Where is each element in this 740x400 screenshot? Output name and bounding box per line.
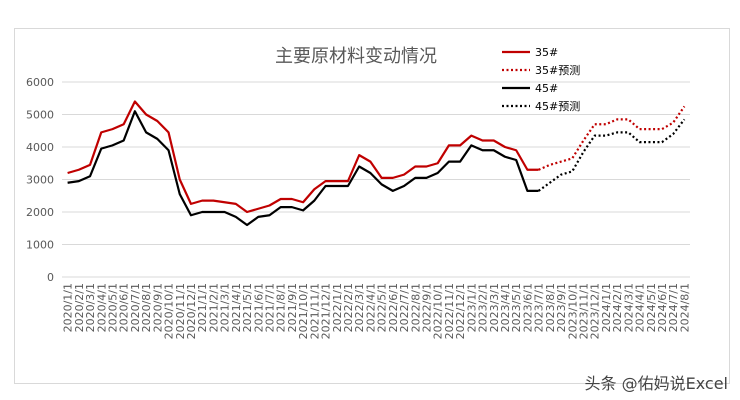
- series-lines: [67, 100, 686, 227]
- x-tick-label: 2020/1/1: [62, 283, 75, 332]
- x-tick-label: 2024/1/1: [600, 283, 613, 332]
- x-tick-label: 2023/9/1: [555, 283, 568, 332]
- x-tick-label: 2020/12/1: [185, 283, 198, 339]
- x-tick-label: 2024/6/1: [656, 283, 669, 332]
- legend-label: 45#: [535, 82, 558, 95]
- chart-frame: [14, 28, 730, 384]
- x-tick-label: 2023/8/1: [544, 283, 557, 332]
- x-tick-label: 2023/11/1: [577, 283, 590, 339]
- x-axis: 2020/1/12020/2/12020/3/12020/4/12020/5/1…: [62, 283, 692, 339]
- x-tick-label: 2023/12/1: [589, 283, 602, 339]
- x-tick-label: 2020/5/1: [106, 283, 119, 332]
- x-tick-label: 2021/4/1: [230, 283, 243, 332]
- x-tick-label: 2023/7/1: [533, 283, 546, 332]
- x-tick-label: 2021/8/1: [275, 283, 288, 332]
- x-tick-label: 2022/12/1: [454, 283, 467, 339]
- x-tick-label: 2023/4/1: [499, 283, 512, 332]
- y-axis: 0 1000 2000 3000 4000 5000 6000: [26, 76, 54, 284]
- series-line-3: [537, 118, 686, 192]
- x-tick-label: 2023/5/1: [510, 283, 523, 332]
- x-tick-label: 2021/5/1: [241, 283, 254, 332]
- x-tick-label: 2023/2/1: [477, 283, 490, 332]
- y-tick-label: 1000: [26, 239, 54, 252]
- legend-label: 35#预测: [535, 64, 580, 77]
- y-tick-label: 3000: [26, 174, 54, 187]
- x-tick-label: 2024/3/1: [622, 283, 635, 332]
- x-tick-label: 2021/7/1: [263, 283, 276, 332]
- x-tick-label: 2023/10/1: [566, 283, 579, 339]
- x-tick-label: 2022/5/1: [376, 283, 389, 332]
- x-tick-label: 2024/7/1: [667, 283, 680, 332]
- x-tick-label: 2021/1/1: [196, 283, 209, 332]
- y-tick-label: 0: [47, 271, 54, 284]
- series-line-2: [67, 110, 539, 227]
- x-tick-label: 2022/4/1: [364, 283, 377, 332]
- x-tick-label: 2023/6/1: [521, 283, 534, 332]
- watermark: 头条 @佑妈说Excel: [584, 374, 728, 393]
- x-tick-label: 2020/11/1: [174, 283, 187, 339]
- y-tick-label: 6000: [26, 76, 54, 89]
- x-tick-label: 2024/8/1: [678, 283, 691, 332]
- series-line-0: [67, 100, 539, 214]
- y-tick-label: 5000: [26, 109, 54, 122]
- x-tick-label: 2021/10/1: [297, 283, 310, 339]
- x-tick-label: 2022/9/1: [420, 283, 433, 332]
- x-tick-label: 2023/3/1: [488, 283, 501, 332]
- x-tick-label: 2021/3/1: [219, 283, 232, 332]
- x-tick-label: 2020/8/1: [140, 283, 153, 332]
- series-line-1: [538, 105, 686, 171]
- x-tick-label: 2022/2/1: [342, 283, 355, 332]
- x-tick-label: 2024/5/1: [645, 283, 658, 332]
- x-tick-label: 2020/3/1: [84, 283, 97, 332]
- x-tick-label: 2020/9/1: [151, 283, 164, 332]
- x-tick-label: 2020/10/1: [163, 283, 176, 339]
- x-tick-label: 2024/2/1: [611, 283, 624, 332]
- chart-title: 主要原材料变动情况: [275, 46, 437, 67]
- x-tick-label: 2021/6/1: [252, 283, 265, 332]
- x-tick-label: 2020/4/1: [95, 283, 108, 332]
- x-tick-label: 2021/9/1: [286, 283, 299, 332]
- legend-label: 45#预测: [535, 100, 580, 113]
- x-tick-label: 2022/6/1: [387, 283, 400, 332]
- x-tick-label: 2020/6/1: [118, 283, 131, 332]
- x-tick-label: 2022/11/1: [443, 283, 456, 339]
- x-tick-label: 2021/2/1: [207, 283, 220, 332]
- x-tick-label: 2020/2/1: [73, 283, 86, 332]
- x-tick-label: 2020/7/1: [129, 283, 142, 332]
- x-tick-label: 2024/4/1: [634, 283, 647, 332]
- y-tick-label: 2000: [26, 206, 54, 219]
- x-tick-label: 2021/11/1: [308, 283, 321, 339]
- x-tick-label: 2022/8/1: [409, 283, 422, 332]
- x-tick-label: 2022/3/1: [353, 283, 366, 332]
- x-tick-label: 2022/10/1: [432, 283, 445, 339]
- x-tick-label: 2021/12/1: [320, 283, 333, 339]
- legend: 35# 35#预测 45# 45#预测: [502, 46, 580, 113]
- x-tick-label: 2023/1/1: [465, 283, 478, 332]
- y-tick-label: 4000: [26, 141, 54, 154]
- x-tick-label: 2022/1/1: [331, 283, 344, 332]
- legend-label: 35#: [535, 46, 558, 59]
- x-tick-label: 2022/7/1: [398, 283, 411, 332]
